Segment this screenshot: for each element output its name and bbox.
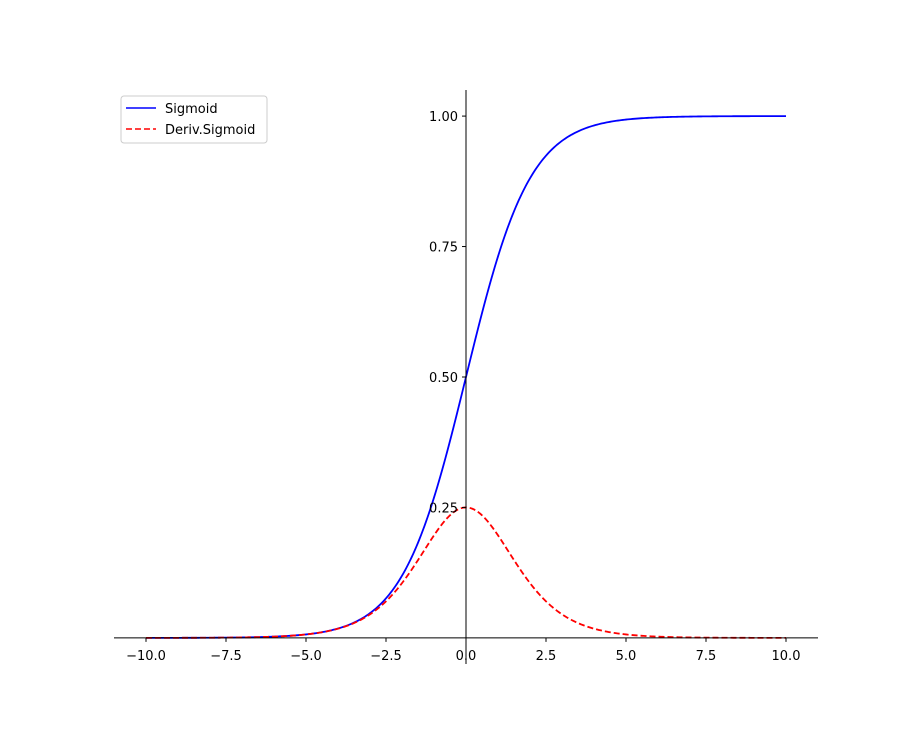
x-tick-label: −7.5 xyxy=(210,649,242,664)
legend-label-deriv-sigmoid: Deriv.Sigmoid xyxy=(165,123,255,138)
y-tick-label: 0.25 xyxy=(429,501,458,516)
x-tick-label: 2.5 xyxy=(536,649,557,664)
x-tick-label: 5.0 xyxy=(616,649,637,664)
x-tick-label: 10.0 xyxy=(772,649,801,664)
y-tick-label: 1.00 xyxy=(429,110,458,125)
y-tick-label: 0.50 xyxy=(429,371,458,386)
x-tick-label: −10.0 xyxy=(126,649,166,664)
legend-label-sigmoid: Sigmoid xyxy=(165,102,218,117)
ticks: −10.0 −7.5 −5.0 −2.5 0.0 2.5 5.0 7.5 10.0 0.25 0.5… xyxy=(126,110,800,664)
x-tick-label: 7.5 xyxy=(696,649,717,664)
y-tick-label: 0.75 xyxy=(429,241,458,256)
x-tick-label: −5.0 xyxy=(290,649,322,664)
x-tick-label: −2.5 xyxy=(370,649,402,664)
x-tick-label: 0.0 xyxy=(456,649,477,664)
legend-frame xyxy=(120,95,268,144)
legend: Sigmoid Deriv.Sigmoid xyxy=(120,95,268,144)
